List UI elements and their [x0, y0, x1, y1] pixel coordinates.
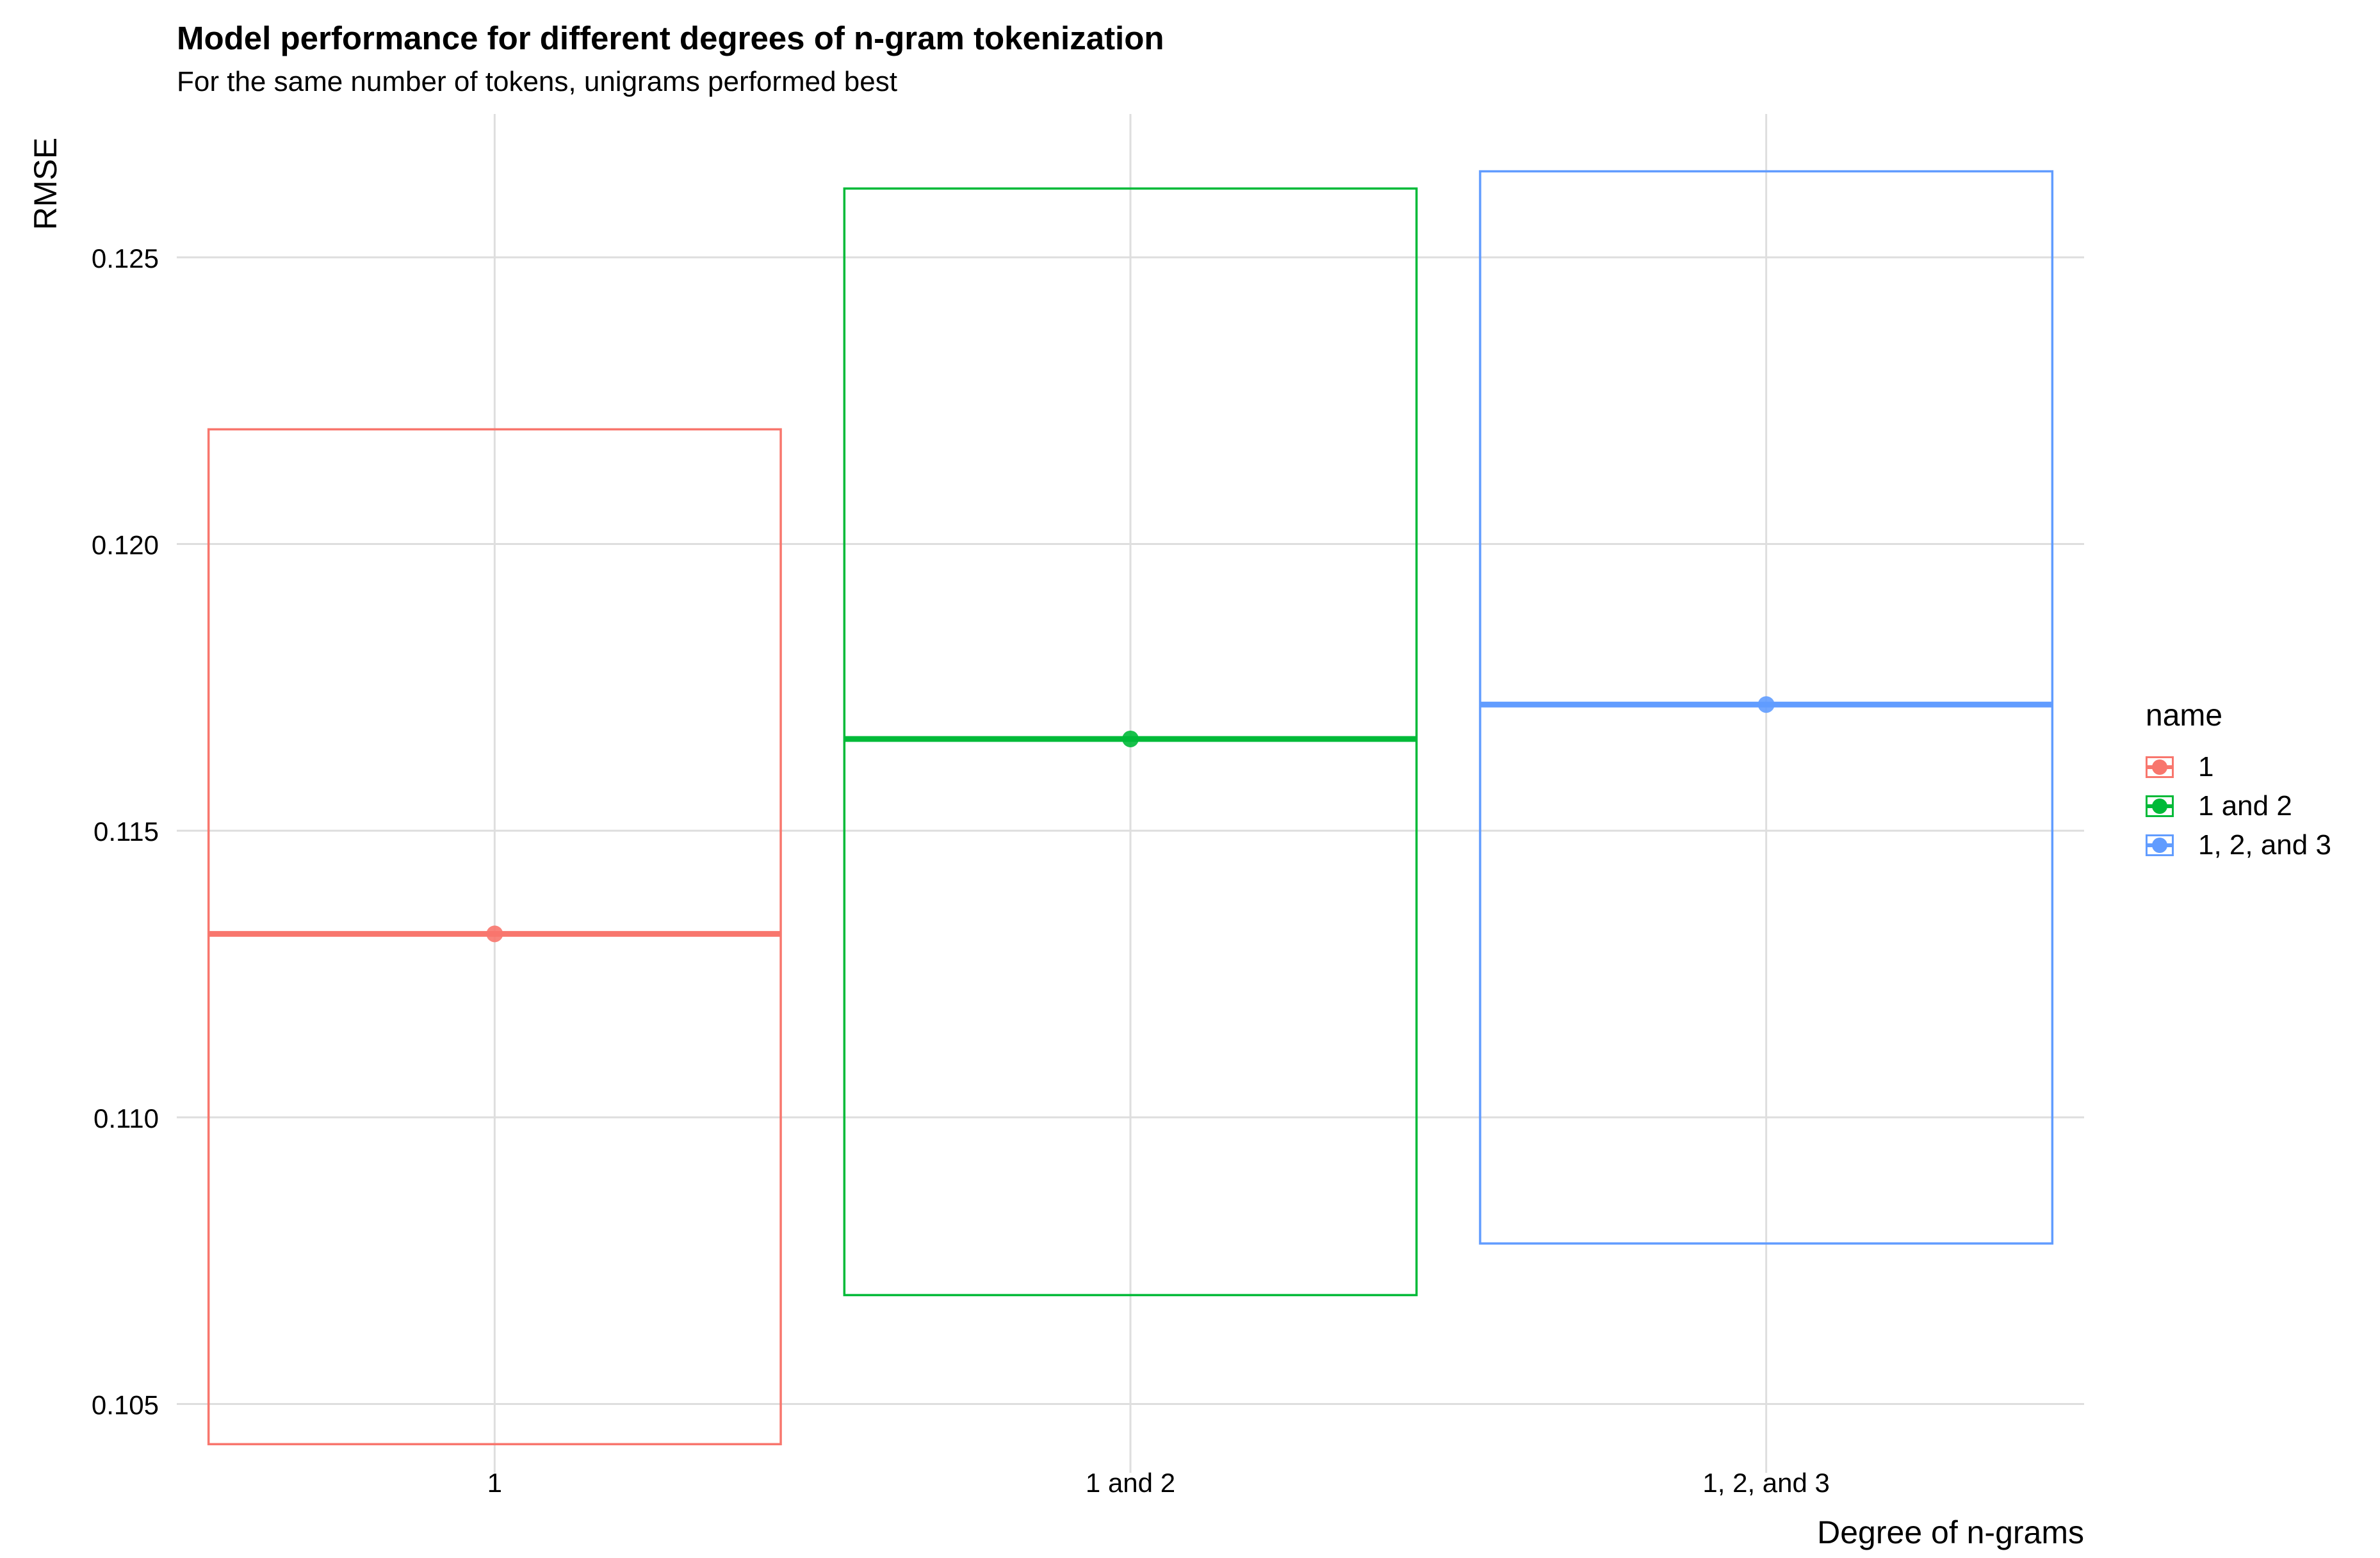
legend-key: [2146, 834, 2174, 856]
chart-title: Model performance for different degrees …: [177, 20, 1164, 56]
mean-point: [486, 925, 503, 943]
x-tick-label: 1, 2, and 3: [1702, 1468, 1830, 1498]
mean-point: [1757, 696, 1775, 713]
legend-key: [2146, 795, 2174, 817]
legend-item: 1: [2146, 747, 2331, 786]
legend-item: 1 and 2: [2146, 786, 2331, 825]
legend-label: 1 and 2: [2198, 790, 2292, 822]
y-tick-label: 0.125: [92, 243, 159, 273]
mean-point: [1122, 730, 1139, 747]
x-tick-label: 1 and 2: [1086, 1468, 1175, 1498]
y-tick-label: 0.120: [92, 530, 159, 560]
x-tick-label: 1: [487, 1468, 502, 1498]
x-axis-label: Degree of n-grams: [1817, 1514, 2084, 1550]
legend-title: name: [2146, 699, 2223, 733]
legend-label: 1: [2198, 751, 2214, 783]
legend: name 1 1 and 2 1, 2, and 3: [2146, 698, 2331, 864]
y-tick-label: 0.115: [94, 816, 159, 847]
legend-item: 1, 2, and 3: [2146, 825, 2331, 864]
y-tick-label: 0.105: [92, 1390, 159, 1420]
y-tick-label: 0.110: [94, 1103, 159, 1133]
legend-label: 1, 2, and 3: [2198, 829, 2331, 861]
y-axis-label: RMSE: [28, 138, 63, 230]
chart-subtitle: For the same number of tokens, unigrams …: [177, 66, 897, 97]
legend-key: [2146, 756, 2174, 778]
